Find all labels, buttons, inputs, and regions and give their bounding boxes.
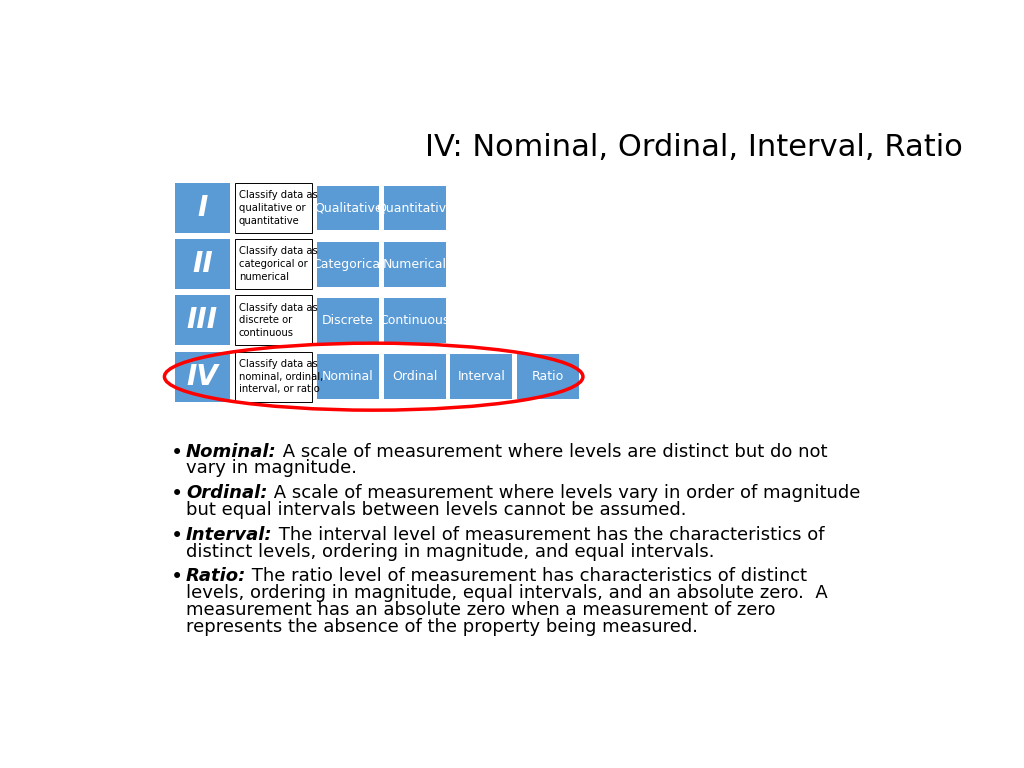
FancyBboxPatch shape — [234, 296, 312, 346]
Text: •: • — [171, 568, 183, 588]
Text: A scale of measurement where levels vary in order of magnitude: A scale of measurement where levels vary… — [267, 484, 860, 502]
Text: Classify data as
categorical or
numerical: Classify data as categorical or numerica… — [239, 247, 317, 282]
Text: Nominal:: Nominal: — [186, 442, 276, 461]
FancyBboxPatch shape — [234, 183, 312, 233]
Text: Qualitative: Qualitative — [313, 201, 382, 214]
Text: Classify data as
qualitative or
quantitative: Classify data as qualitative or quantita… — [239, 190, 317, 226]
Text: II: II — [193, 250, 213, 278]
FancyBboxPatch shape — [234, 352, 312, 402]
Text: Interval: Interval — [458, 370, 505, 383]
Text: Ratio: Ratio — [531, 370, 564, 383]
FancyBboxPatch shape — [451, 354, 512, 399]
Text: Categorical: Categorical — [312, 258, 384, 271]
Text: levels, ordering in magnitude, equal intervals, and an absolute zero.  A: levels, ordering in magnitude, equal int… — [186, 584, 827, 602]
Text: •: • — [171, 442, 183, 462]
Text: Discrete: Discrete — [323, 314, 374, 327]
FancyBboxPatch shape — [384, 242, 445, 286]
Text: The interval level of measurement has the characteristics of: The interval level of measurement has th… — [272, 525, 824, 544]
Text: Interval:: Interval: — [186, 525, 272, 544]
FancyBboxPatch shape — [384, 298, 445, 343]
FancyBboxPatch shape — [317, 298, 379, 343]
Text: Classify data as
nominal, ordinal,
interval, or ratio: Classify data as nominal, ordinal, inter… — [239, 359, 324, 395]
FancyBboxPatch shape — [384, 354, 445, 399]
Text: Ordinal:: Ordinal: — [186, 484, 267, 502]
Text: The ratio level of measurement has characteristics of distinct: The ratio level of measurement has chara… — [247, 568, 808, 585]
Text: A scale of measurement where levels are distinct but do not: A scale of measurement where levels are … — [276, 442, 827, 461]
Text: measurement has an absolute zero when a measurement of zero: measurement has an absolute zero when a … — [186, 601, 775, 619]
FancyBboxPatch shape — [234, 239, 312, 290]
Text: IV: Nominal, Ordinal, Interval, Ratio: IV: Nominal, Ordinal, Interval, Ratio — [425, 133, 963, 162]
Text: vary in magnitude.: vary in magnitude. — [186, 459, 357, 478]
Text: Continuous: Continuous — [380, 314, 450, 327]
FancyBboxPatch shape — [317, 186, 379, 230]
Text: Quantitative: Quantitative — [376, 201, 454, 214]
Text: Ordinal: Ordinal — [392, 370, 437, 383]
FancyBboxPatch shape — [384, 186, 445, 230]
FancyBboxPatch shape — [174, 352, 230, 402]
Text: •: • — [171, 525, 183, 546]
FancyBboxPatch shape — [174, 296, 230, 346]
Text: Ratio:: Ratio: — [186, 568, 247, 585]
Text: III: III — [186, 306, 218, 335]
Text: IV: IV — [186, 362, 218, 391]
Text: Numerical: Numerical — [383, 258, 446, 271]
FancyBboxPatch shape — [317, 242, 379, 286]
Text: distinct levels, ordering in magnitude, and equal intervals.: distinct levels, ordering in magnitude, … — [186, 543, 715, 561]
Text: I: I — [198, 194, 208, 222]
Text: but equal intervals between levels cannot be assumed.: but equal intervals between levels canno… — [186, 501, 687, 519]
FancyBboxPatch shape — [174, 239, 230, 290]
FancyBboxPatch shape — [317, 354, 379, 399]
Text: Classify data as
discrete or
continuous: Classify data as discrete or continuous — [239, 303, 317, 338]
Text: represents the absence of the property being measured.: represents the absence of the property b… — [186, 618, 698, 636]
Text: •: • — [171, 484, 183, 504]
Text: Nominal: Nominal — [323, 370, 374, 383]
FancyBboxPatch shape — [517, 354, 579, 399]
FancyBboxPatch shape — [174, 183, 230, 233]
